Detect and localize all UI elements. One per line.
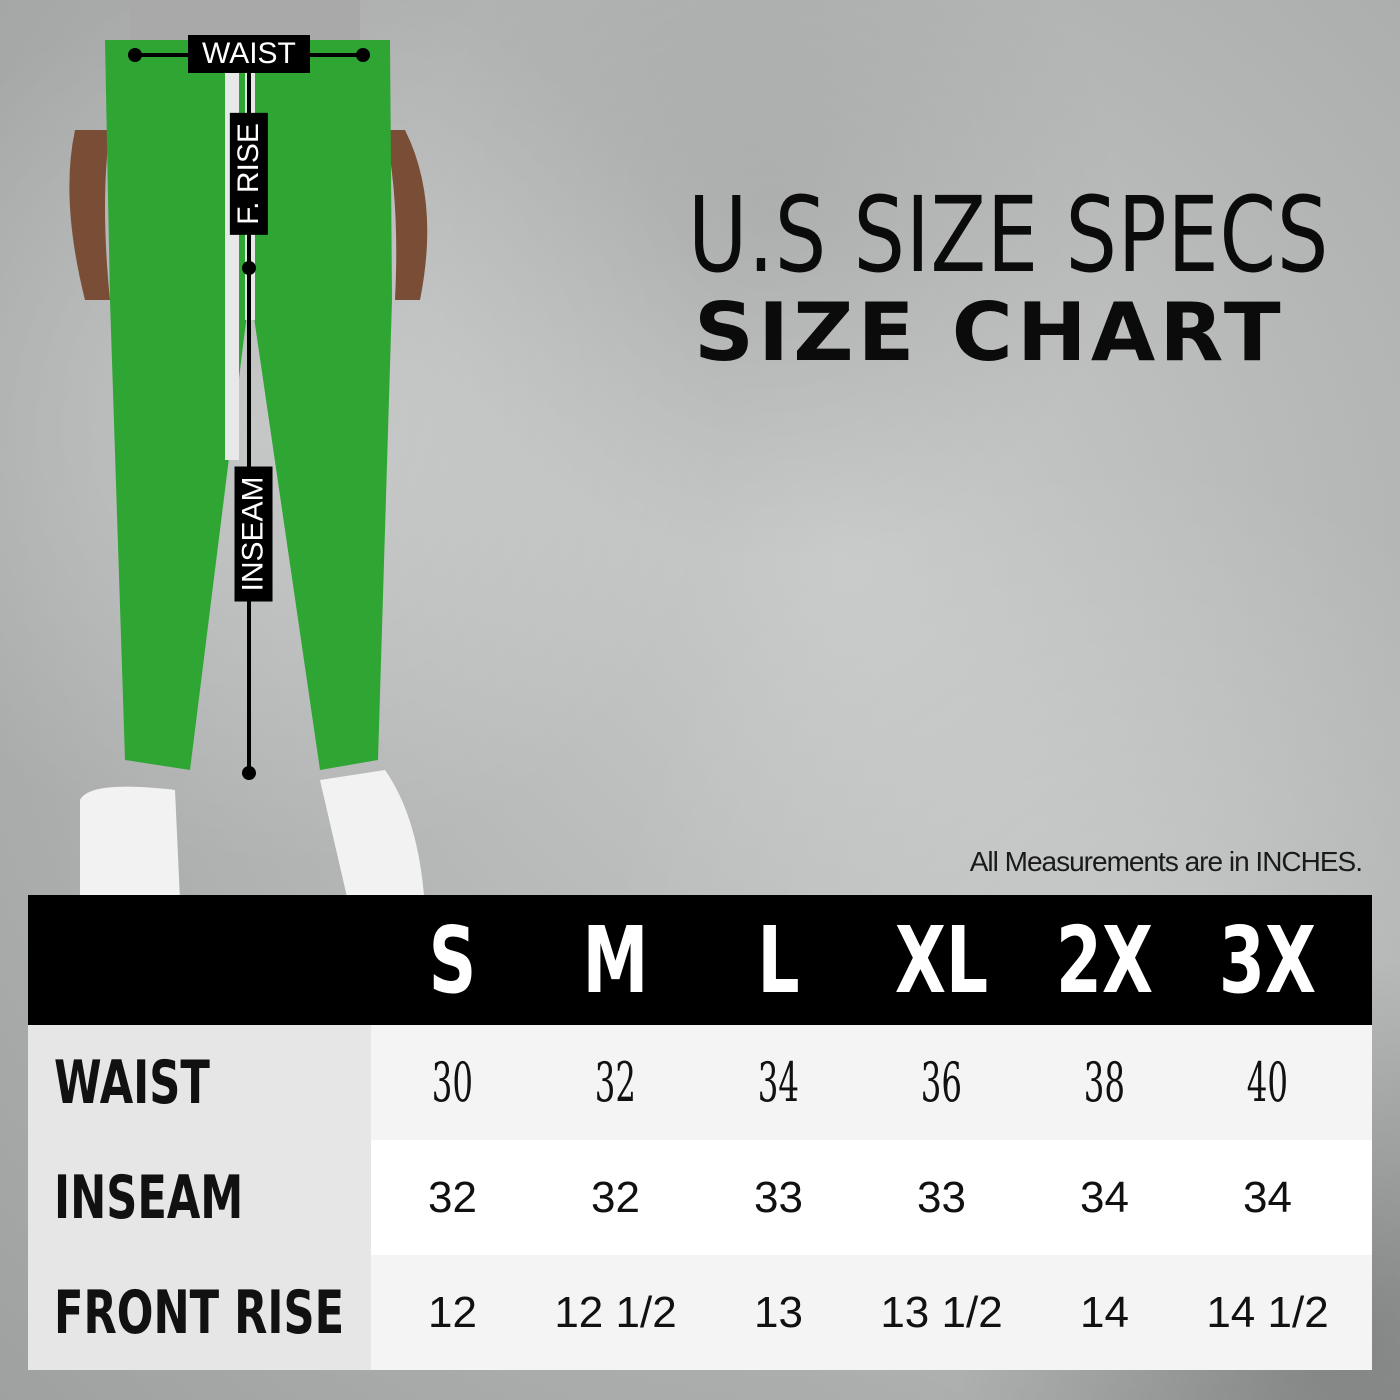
cell: 34 [1080, 1172, 1129, 1222]
size-header: M [582, 906, 649, 1014]
cell: 14 [1080, 1287, 1129, 1337]
right-shoe [320, 770, 425, 900]
header-blank [28, 895, 371, 1025]
waist-label: WAIST [188, 35, 310, 73]
cell: 32 [428, 1172, 477, 1222]
front-rise-label: F. RISE [229, 113, 268, 235]
table-row-waist: WAIST 30 32 34 36 38 40 [28, 1025, 1372, 1140]
left-shoe [80, 786, 180, 900]
cell: 38 [1083, 1051, 1126, 1114]
cell: 40 [1246, 1051, 1289, 1114]
cell: 14 1/2 [1206, 1287, 1329, 1337]
cell: 34 [1243, 1172, 1292, 1222]
cell: 33 [917, 1172, 966, 1222]
row-label: FRONT RISE [54, 1277, 345, 1348]
title-us-size-specs: U.S SIZE SPECS [688, 174, 1330, 296]
cell: 13 [754, 1287, 803, 1337]
left-arm [69, 130, 110, 300]
cell: 32 [591, 1172, 640, 1222]
cell: 34 [757, 1051, 800, 1114]
cell: 13 1/2 [880, 1287, 1003, 1337]
size-header: 3X [1218, 906, 1317, 1014]
row-label: WAIST [54, 1047, 210, 1118]
cell: 32 [594, 1051, 637, 1114]
cell: 30 [431, 1051, 474, 1114]
size-header: S [428, 906, 477, 1014]
shirt [130, 0, 360, 40]
table-row-front-rise: FRONT RISE 12 12 1/2 13 13 1/2 14 14 1/2 [28, 1255, 1372, 1370]
measurement-note: All Measurements are in INCHES. [969, 846, 1363, 877]
cell: 33 [754, 1172, 803, 1222]
cell: 12 1/2 [554, 1287, 677, 1337]
size-header: 2X [1055, 906, 1154, 1014]
size-header: L [757, 906, 800, 1014]
title-size-chart: SIZE CHART [694, 286, 1285, 379]
size-header: XL [894, 906, 989, 1014]
cell: 12 [428, 1287, 477, 1337]
row-label: INSEAM [54, 1162, 244, 1233]
cell: 36 [920, 1051, 963, 1114]
pants-body [105, 40, 392, 770]
right-arm [385, 130, 428, 300]
size-header-row: S M L XL 2X 3X [28, 895, 1372, 1025]
inseam-label: INSEAM [234, 466, 273, 602]
size-table: S M L XL 2X 3X WAIST 30 32 34 36 38 40 I… [28, 895, 1372, 1370]
table-row-inseam: INSEAM 32 32 33 33 34 34 [28, 1140, 1372, 1255]
